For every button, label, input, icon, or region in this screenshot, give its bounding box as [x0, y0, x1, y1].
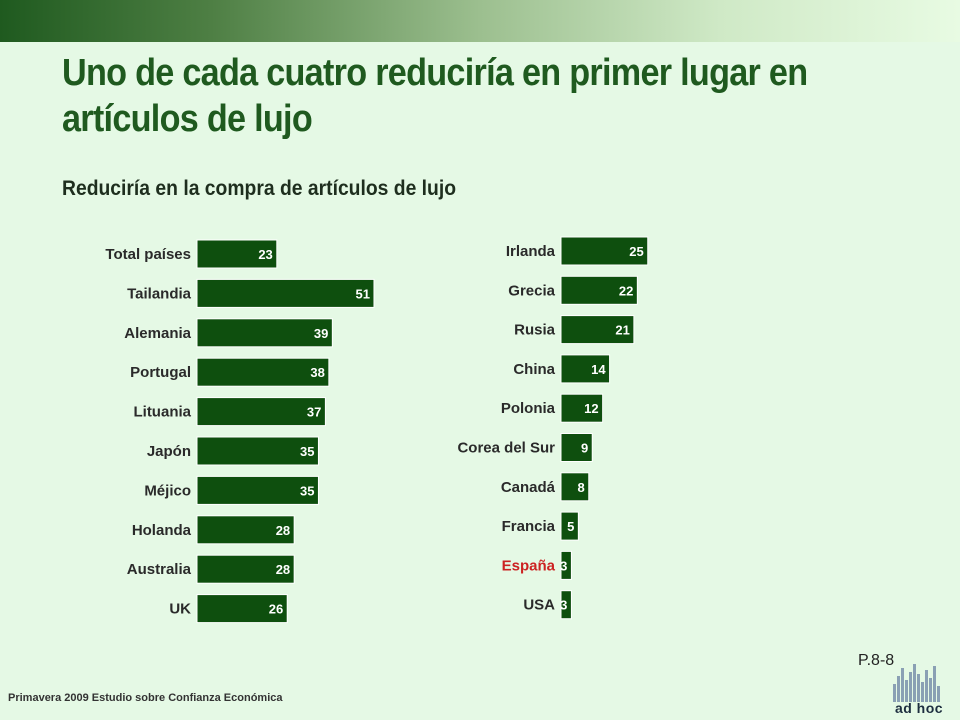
bar-group: Méjico 35	[144, 475, 319, 505]
bar-group: Alemania 39	[124, 318, 333, 348]
bar-group: Tailandia 51	[127, 278, 375, 308]
page-number: P.8-8	[858, 652, 895, 669]
logo-bars-icon	[893, 664, 945, 702]
data-label: 3	[560, 558, 567, 573]
bar-group: Polonia 12	[501, 393, 604, 423]
bar-group: Japón 35	[147, 436, 319, 466]
data-label: 51	[356, 286, 370, 301]
category-label: UK	[169, 601, 191, 618]
bar	[196, 475, 319, 505]
data-label: 3	[560, 598, 567, 613]
category-label: Irlanda	[506, 243, 556, 260]
category-label: Polonia	[501, 400, 556, 417]
bar-group: Canadá 8	[501, 472, 590, 502]
bar-group: Grecia 22	[508, 275, 638, 305]
bar	[560, 433, 593, 462]
bar-group: Portugal 38	[130, 357, 330, 387]
data-label: 25	[629, 244, 643, 259]
data-label: 35	[300, 444, 314, 459]
bar	[196, 239, 278, 269]
bar-group: Australia 28	[127, 554, 295, 584]
data-label: 35	[300, 483, 314, 498]
data-label: 23	[258, 247, 272, 262]
data-label: 21	[615, 323, 629, 338]
header-band	[0, 0, 960, 42]
footer-source: Primavera 2009 Estudio sobre Confianza E…	[8, 692, 283, 704]
bar	[560, 315, 635, 345]
category-label: Grecia	[508, 282, 555, 299]
data-label: 14	[591, 362, 606, 377]
category-label: Méjico	[144, 482, 191, 499]
category-label: Francia	[502, 518, 556, 535]
category-label: España	[502, 557, 556, 574]
category-label: Japón	[147, 443, 191, 460]
data-label: 37	[307, 405, 321, 420]
bar-group: Irlanda 25	[506, 236, 649, 266]
bar-group: Holanda 28	[132, 515, 295, 545]
category-label: Alemania	[124, 325, 191, 342]
bar	[560, 590, 572, 620]
bar-group: China 14	[513, 354, 611, 384]
bar	[196, 436, 319, 466]
bar-group: España 3	[502, 550, 572, 580]
bar	[560, 472, 590, 502]
data-label: 38	[310, 365, 324, 380]
data-label: 8	[578, 480, 585, 495]
data-label: 26	[269, 602, 283, 617]
category-label: Canadá	[501, 479, 556, 496]
logo-text: ad hoc	[894, 700, 944, 716]
chart-subtitle: Reduciría en la compra de artículos de l…	[62, 177, 457, 200]
data-label: 39	[314, 326, 328, 341]
bar	[560, 236, 649, 266]
category-label: Australia	[127, 561, 192, 578]
bar	[560, 354, 611, 384]
bar-group: Francia 5	[502, 511, 579, 541]
bar	[196, 515, 295, 545]
bar	[560, 275, 638, 305]
category-label: Total países	[105, 246, 191, 263]
category-label: Tailandia	[127, 285, 192, 302]
category-label: China	[513, 361, 555, 378]
bar	[196, 357, 330, 387]
bar	[196, 278, 375, 308]
bar	[196, 397, 326, 427]
bar-group: Rusia 21	[514, 315, 635, 345]
bar-group: Lituania 37	[133, 397, 326, 427]
category-label: Portugal	[130, 364, 191, 381]
bar-group: USA 3	[523, 590, 572, 620]
bar	[196, 554, 295, 584]
bar	[196, 594, 288, 624]
data-label: 9	[581, 441, 588, 456]
adhoc-logo: ad hoc	[893, 664, 945, 716]
category-label: USA	[523, 597, 555, 614]
bar	[560, 511, 579, 541]
data-label: 12	[584, 401, 598, 416]
bar-group: Total países 23	[105, 239, 278, 269]
bar-group: Corea del Sur 9	[457, 433, 593, 462]
category-label: Holanda	[132, 522, 192, 539]
data-label: 5	[567, 519, 574, 534]
category-label: Corea del Sur	[457, 440, 555, 457]
bar	[196, 318, 333, 348]
category-label: Lituania	[133, 404, 191, 421]
category-label: Rusia	[514, 322, 556, 339]
data-label: 28	[276, 523, 290, 538]
data-label: 28	[276, 562, 290, 577]
bar	[560, 550, 572, 580]
bar	[560, 393, 604, 423]
page-title: Uno de cada cuatro reduciría en primer l…	[62, 52, 808, 140]
data-label: 22	[619, 283, 633, 298]
bar-group: UK 26	[169, 594, 288, 624]
